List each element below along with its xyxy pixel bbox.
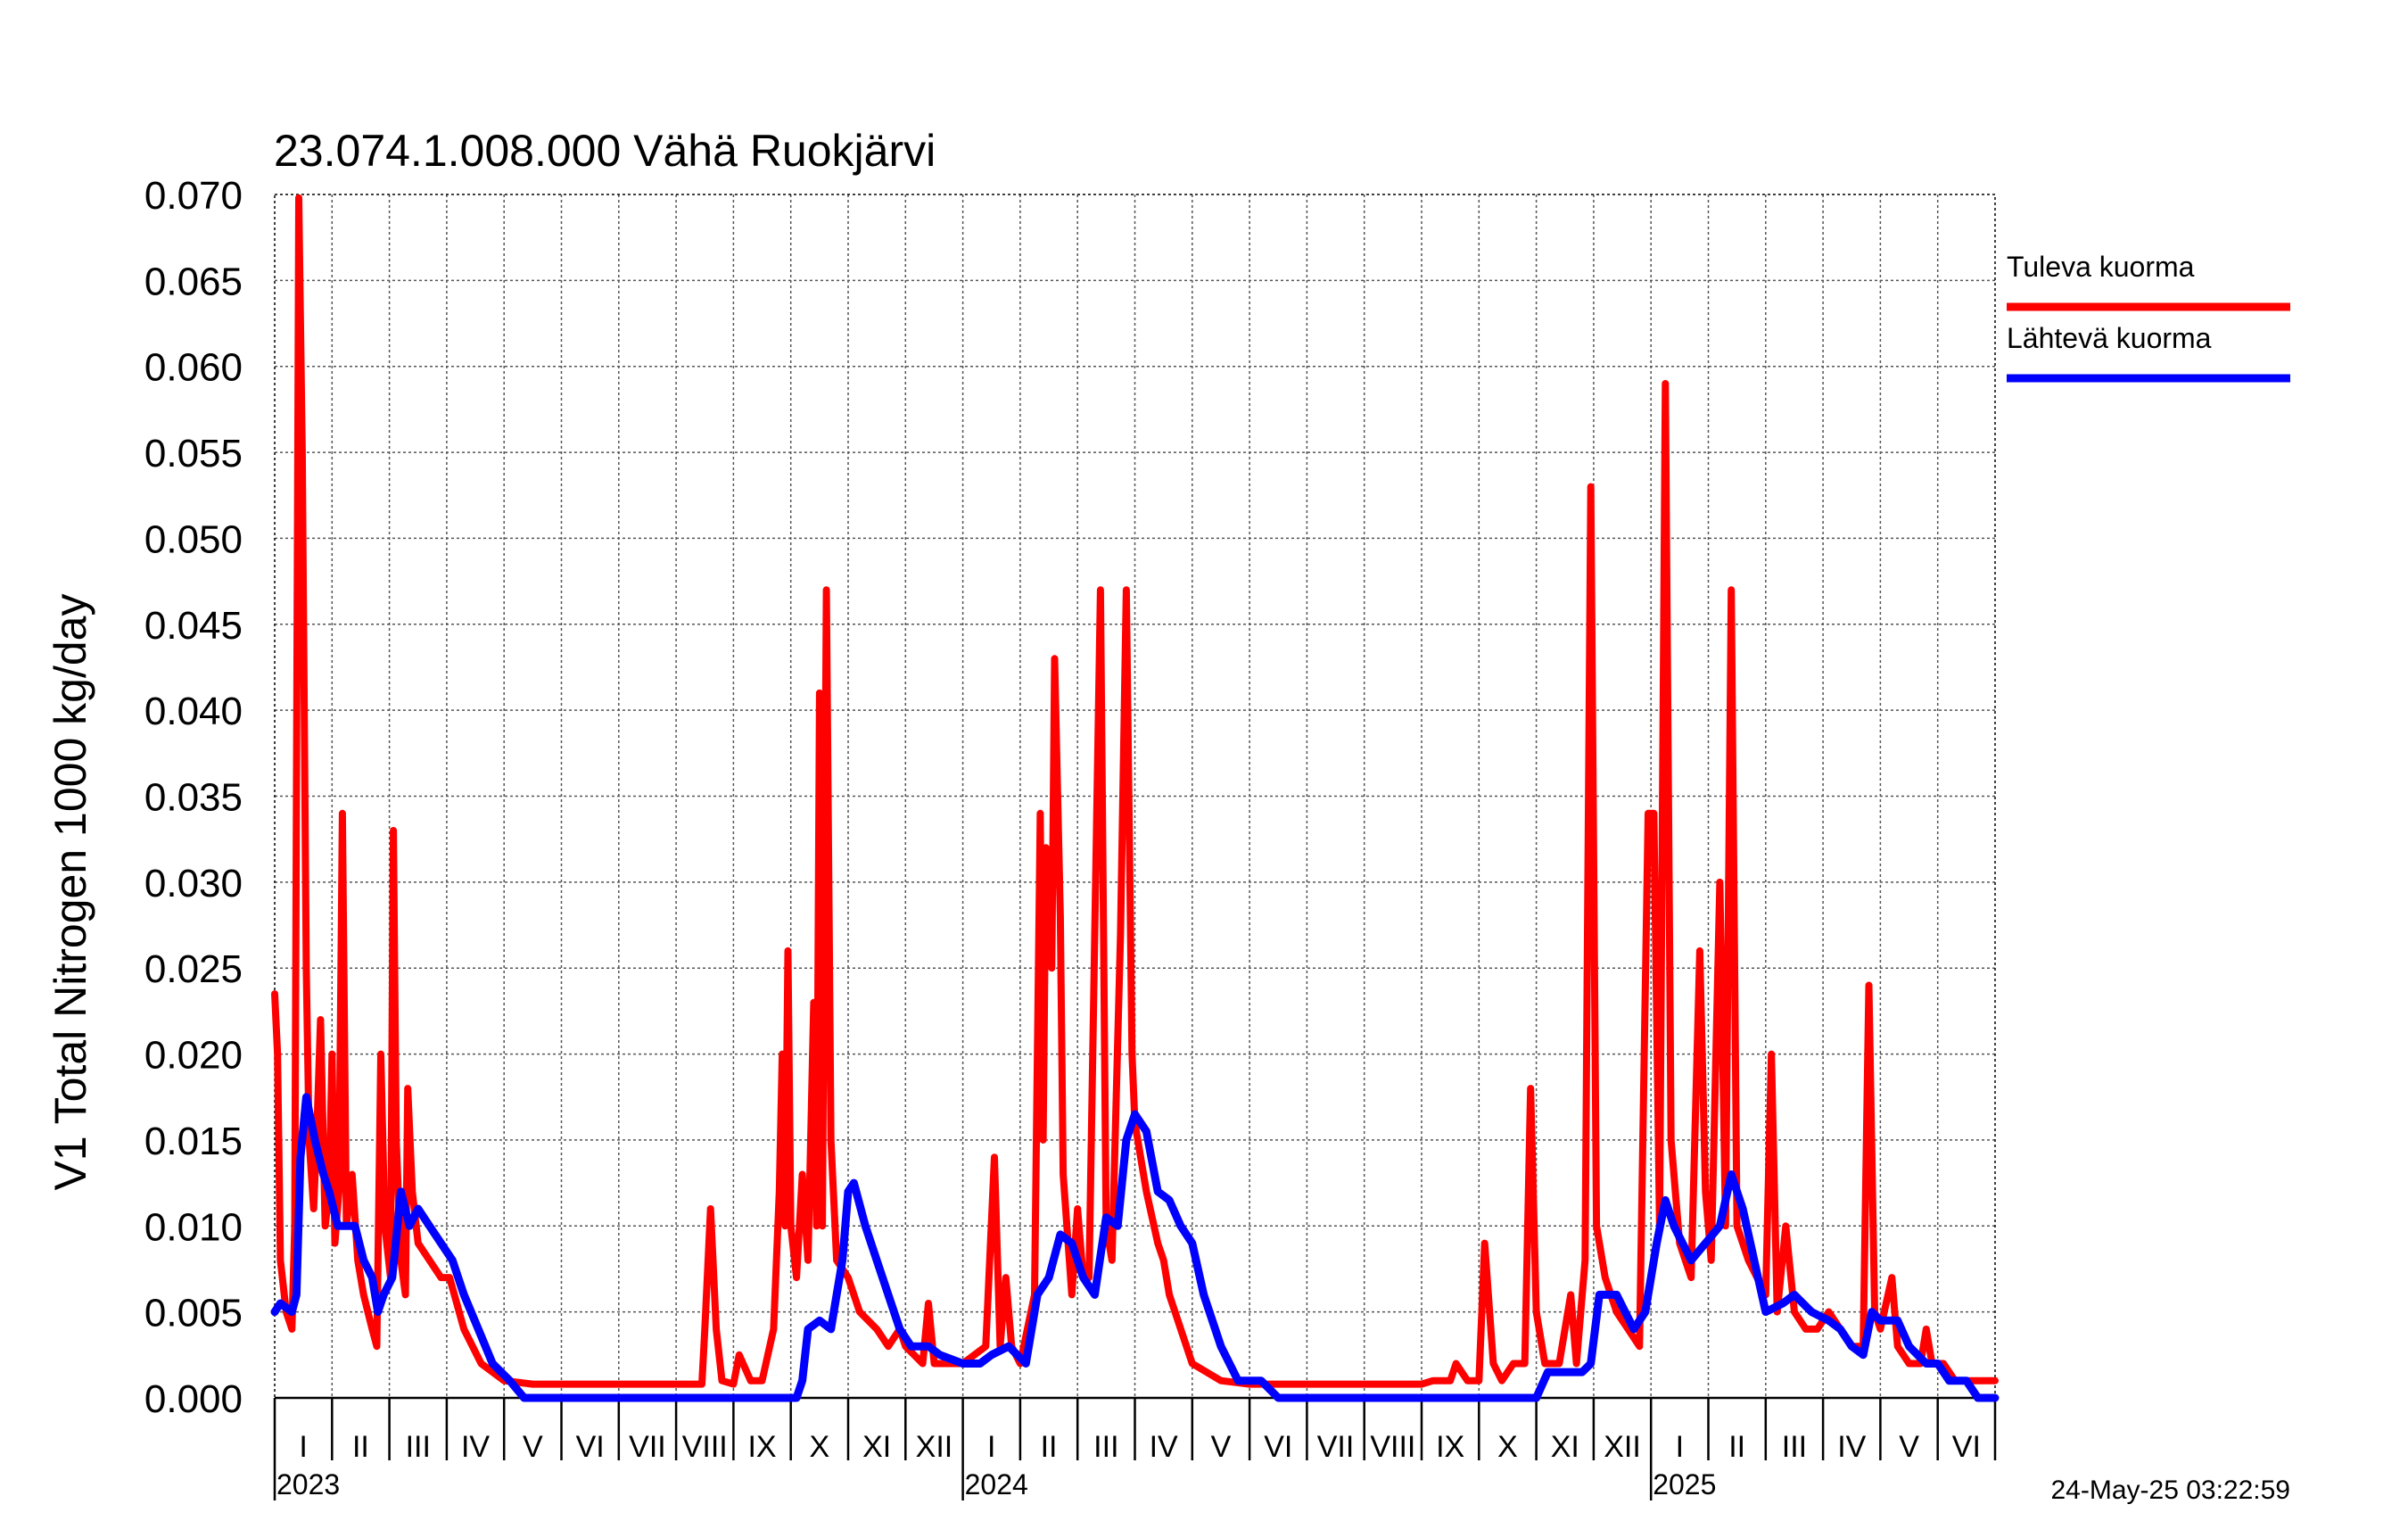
- y-axis-label: V1 Total Nitrogen 1000 kg/day: [45, 594, 95, 1191]
- timestamp: 24-May-25 03:22:59: [2050, 1476, 2290, 1505]
- month-label: X: [810, 1430, 830, 1464]
- series-layer: [270, 194, 2000, 1402]
- month-label: VI: [576, 1430, 605, 1464]
- month-label: II: [1041, 1430, 1058, 1464]
- month-label: VI: [1952, 1430, 1981, 1464]
- month-label: V: [523, 1430, 543, 1464]
- month-label: III: [406, 1430, 431, 1464]
- month-label: II: [1728, 1430, 1745, 1464]
- year-label: 2024: [965, 1468, 1028, 1500]
- series-line-tuleva-kuorma: [271, 194, 1999, 1388]
- month-label: I: [299, 1430, 307, 1464]
- year-label: 2025: [1653, 1468, 1716, 1500]
- y-tick-label: 0.040: [144, 690, 243, 733]
- y-tick-label: 0.005: [144, 1292, 243, 1335]
- month-label: I: [1676, 1430, 1684, 1464]
- y-tick-label: 0.010: [144, 1205, 243, 1249]
- series-line-lahteva-kuorma: [270, 1093, 2000, 1402]
- y-tick-label: 0.050: [144, 517, 243, 561]
- legend: Tuleva kuorma Lähtevä kuorma: [2007, 251, 2290, 383]
- chart-title: 23.074.1.008.000 Vähä Ruokjärvi: [274, 126, 936, 176]
- month-label: VII: [1317, 1430, 1355, 1464]
- y-tick-label: 0.045: [144, 604, 243, 648]
- year-label: 2023: [276, 1468, 340, 1500]
- y-tick-label: 0.035: [144, 776, 243, 820]
- month-label: IV: [1837, 1430, 1866, 1464]
- month-label: III: [1093, 1430, 1118, 1464]
- month-label: VII: [629, 1430, 666, 1464]
- y-tick-label: 0.055: [144, 432, 243, 475]
- month-label: IX: [1436, 1430, 1464, 1464]
- legend-label: Lähtevä kuorma: [2007, 322, 2212, 354]
- month-label: VI: [1264, 1430, 1292, 1464]
- month-label: XI: [862, 1430, 891, 1464]
- y-tick-label: 0.000: [144, 1377, 243, 1421]
- legend-entry: Lähtevä kuorma: [2007, 322, 2290, 383]
- y-tick-label: 0.060: [144, 346, 243, 390]
- month-label: V: [1211, 1430, 1232, 1464]
- y-tick-label: 0.070: [144, 174, 243, 218]
- month-label: XI: [1551, 1430, 1579, 1464]
- text-layer: 23.074.1.008.000 Vähä Ruokjärvi V1 Total…: [45, 126, 2290, 1505]
- y-tick-label: 0.065: [144, 260, 243, 303]
- legend-label: Tuleva kuorma: [2007, 251, 2195, 283]
- y-tick-label: 0.020: [144, 1034, 243, 1078]
- y-tick-label: 0.015: [144, 1120, 243, 1163]
- month-label: IV: [461, 1430, 490, 1464]
- month-label: X: [1497, 1430, 1518, 1464]
- month-label: V: [1899, 1430, 1919, 1464]
- y-tick-label: 0.025: [144, 947, 243, 991]
- month-label: IX: [747, 1430, 776, 1464]
- legend-entry: Tuleva kuorma: [2007, 251, 2290, 311]
- month-label: IV: [1150, 1430, 1178, 1464]
- axis-layer: 0.000 0.005 0.010 0.015 0.020 0.025 0.030 0.035…: [144, 174, 1997, 1500]
- month-label: XII: [1604, 1430, 1641, 1464]
- month-label: III: [1782, 1430, 1807, 1464]
- y-tick-label: 0.030: [144, 862, 243, 905]
- month-label: XII: [916, 1430, 953, 1464]
- month-label: VIII: [1370, 1430, 1415, 1464]
- month-label: VIII: [682, 1430, 728, 1464]
- month-label: I: [987, 1430, 995, 1464]
- month-label: II: [352, 1430, 369, 1464]
